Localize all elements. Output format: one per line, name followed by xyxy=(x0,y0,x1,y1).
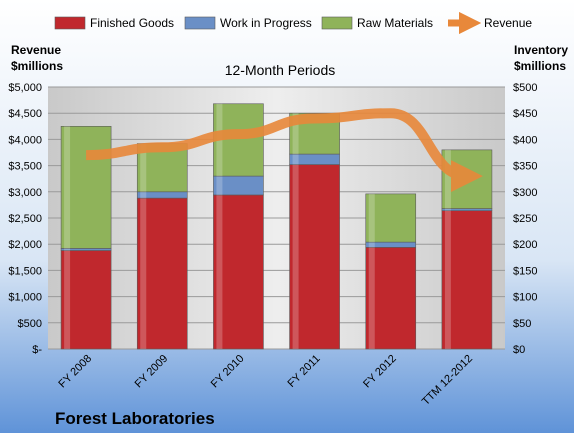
left-tick-label: $4,500 xyxy=(8,108,42,120)
bar-highlight xyxy=(140,143,147,192)
bar-highlight xyxy=(444,210,451,349)
bar-highlight xyxy=(64,248,71,251)
bar-highlight xyxy=(140,191,147,199)
right-tick-label: $300 xyxy=(513,187,537,199)
bar-highlight xyxy=(216,176,223,195)
left-tick-label: $500 xyxy=(18,318,42,330)
bar-highlight xyxy=(444,149,451,209)
bar-raw-materials xyxy=(365,193,417,243)
right-tick-label: $100 xyxy=(513,292,537,304)
left-tick-label: $5,000 xyxy=(8,82,42,94)
revenue-arrow xyxy=(86,108,483,193)
bar-highlight xyxy=(292,164,299,349)
left-tick-label: $1,500 xyxy=(8,265,42,277)
left-tick-label: $3,000 xyxy=(8,187,42,199)
left-tick-label: $1,000 xyxy=(8,292,42,304)
legend-label-raw-materials: Raw Materials xyxy=(357,16,433,30)
bar-highlight xyxy=(368,193,375,243)
bar-finished-goods xyxy=(60,250,112,350)
right-tick-label: $350 xyxy=(513,161,537,173)
bar-raw-materials xyxy=(60,126,112,249)
revenue-line xyxy=(86,108,483,193)
bar-highlight xyxy=(368,242,375,248)
legend: Finished Goods Work in Progress Raw Materi… xyxy=(54,11,532,35)
right-tick-label: $400 xyxy=(513,134,537,146)
right-tick-label: $0 xyxy=(513,344,525,356)
bar-highlight xyxy=(64,250,71,349)
left-axis-ticks: $5,000 $4,500 $4,000 $3,500 $3,000 $2,500 $2,0… xyxy=(8,82,42,356)
bar-highlight xyxy=(216,194,223,349)
left-tick-label: $- xyxy=(32,344,42,356)
right-tick-label: $150 xyxy=(513,265,537,277)
left-axis-label-line1: Revenue xyxy=(11,43,61,57)
legend-swatch-finished-goods xyxy=(54,16,86,30)
bar-finished-goods xyxy=(365,247,417,350)
bar-finished-goods xyxy=(441,210,493,350)
right-tick-label: $200 xyxy=(513,239,537,251)
bar-highlight xyxy=(444,208,451,211)
left-tick-label: $3,500 xyxy=(8,161,42,173)
company-name: Forest Laboratories xyxy=(55,409,215,428)
chart-subtitle: 12-Month Periods xyxy=(225,62,336,78)
right-axis-label-line1: Inventory xyxy=(514,43,568,57)
legend-swatch-work-in-progress xyxy=(184,16,216,30)
legend-label-revenue: Revenue xyxy=(484,16,532,30)
bar-finished-goods xyxy=(136,197,188,350)
bar-highlight xyxy=(368,247,375,349)
right-tick-label: $450 xyxy=(513,108,537,120)
bar-highlight xyxy=(64,126,71,249)
right-tick-label: $50 xyxy=(513,318,531,330)
left-tick-label: $4,000 xyxy=(8,134,42,146)
legend-swatch-raw-materials xyxy=(321,16,353,30)
bar-highlight xyxy=(292,154,299,165)
right-tick-label: $250 xyxy=(513,213,537,225)
left-axis-label-line2: $millions xyxy=(11,59,63,73)
right-tick-label: $500 xyxy=(513,82,537,94)
left-tick-label: $2,000 xyxy=(8,239,42,251)
legend-label-finished-goods: Finished Goods xyxy=(90,16,174,30)
bar-highlight xyxy=(292,113,299,155)
right-axis-label-line2: $millions xyxy=(514,59,566,73)
legend-label-work-in-progress: Work in Progress xyxy=(220,16,312,30)
bar-finished-goods xyxy=(213,194,264,350)
left-tick-label: $2,500 xyxy=(8,213,42,225)
bar-highlight xyxy=(140,198,147,349)
gridlines xyxy=(48,86,505,350)
right-axis-ticks: $500 $450 $400 $350 $300 $250 $200 $150 $100 $50 $… xyxy=(513,82,537,356)
